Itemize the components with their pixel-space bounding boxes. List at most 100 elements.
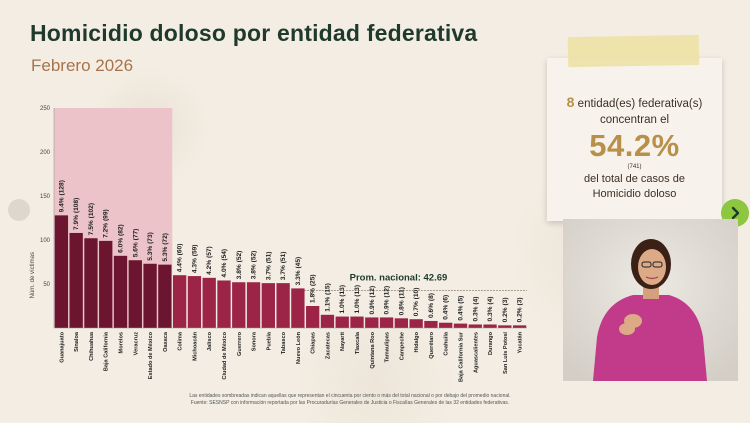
bar-value-label: 6.0% (82)	[118, 224, 125, 253]
category-label: Colima	[178, 331, 184, 351]
category-label: San Luis Potosí	[503, 332, 509, 374]
bar-value-label: 3.3% (45)	[295, 257, 302, 286]
bar-value-label: 4.0% (54)	[221, 249, 228, 278]
bar-value-label: 1.8% (25)	[310, 274, 317, 303]
interpreter-figure	[563, 219, 738, 381]
category-label: Zacatecas	[325, 332, 331, 359]
y-axis-label: Núm. de víctimas	[30, 252, 36, 298]
bar-value-label: 1.0% (13)	[339, 285, 346, 314]
bar-value-label: 0.3% (4)	[472, 297, 479, 322]
category-label: Chiapas	[311, 332, 317, 354]
y-tick-label: 200	[40, 150, 51, 156]
category-label: Guanajuato	[59, 331, 65, 362]
bar-value-label: 4.2% (57)	[206, 246, 213, 275]
bar	[246, 282, 261, 328]
bar	[335, 316, 349, 328]
category-label: Durango	[488, 331, 494, 355]
bar-value-label: 7.9% (108)	[73, 198, 80, 230]
average-label: Prom. nacional: 42.69	[350, 272, 448, 283]
bar-value-label: 9.4% (128)	[58, 180, 65, 212]
category-label: Tlaxcala	[355, 331, 361, 354]
bar-value-label: 4.3% (59)	[191, 244, 198, 273]
bar-value-label: 3.7% (51)	[280, 252, 287, 281]
page-title: Homicidio doloso por entidad federativa	[30, 20, 478, 46]
category-label: Hidalgo	[414, 331, 420, 352]
bar	[158, 264, 172, 328]
bar-value-label: 0.2% (3)	[517, 297, 524, 322]
bar	[69, 232, 83, 328]
bar-value-label: 7.2% (99)	[103, 209, 110, 238]
category-label: Quintana Roo	[370, 331, 376, 368]
category-label: Baja California	[104, 331, 110, 371]
bar-value-label: 5.3% (73)	[147, 232, 154, 261]
footnote-line-1: Las entidades sombreadas indican aquella…	[189, 393, 511, 399]
category-label: Guerrero	[237, 331, 243, 356]
category-label: Campeche	[399, 332, 405, 360]
bar	[202, 277, 216, 328]
bar	[320, 314, 335, 328]
sign-language-interpreter-video	[563, 219, 738, 381]
bar-value-label: 4.4% (60)	[177, 244, 184, 273]
bar-value-label: 0.7% (10)	[413, 288, 420, 317]
category-label: Baja California Sur	[458, 331, 464, 382]
category-label: Michoacán	[192, 331, 198, 360]
chevron-right-icon	[731, 206, 740, 220]
bar	[306, 306, 320, 328]
category-label: Querétaro	[429, 331, 435, 358]
bar	[276, 283, 290, 328]
bar-value-label: 1.0% (13)	[354, 285, 361, 314]
bar	[468, 324, 482, 328]
category-label: Yucatán	[518, 331, 524, 353]
bar	[350, 316, 364, 328]
category-label: Veracruz	[133, 332, 139, 356]
bar-value-label: 0.6% (8)	[428, 293, 435, 318]
summary-line-4: Homicidio doloso	[592, 188, 677, 200]
summary-line-1: 8 entidad(es) federativa(s)	[547, 94, 722, 110]
bar-value-label: 0.3% (4)	[487, 297, 494, 322]
bar	[394, 318, 409, 328]
bar	[453, 323, 468, 328]
bar	[84, 238, 98, 328]
summary-line-3: del total de casos de	[584, 173, 685, 185]
bar-value-label: 0.2% (3)	[502, 297, 509, 322]
bar-value-label: 5.6% (77)	[132, 229, 139, 258]
y-tick-label: 100	[40, 238, 51, 244]
category-label: Nuevo León	[296, 331, 302, 364]
category-label: Sonora	[252, 331, 258, 351]
bar	[128, 260, 142, 328]
bar	[379, 317, 394, 328]
y-tick-label: 250	[40, 106, 51, 112]
category-label: Puebla	[266, 331, 272, 350]
bar	[365, 317, 379, 328]
tape-decoration	[567, 34, 700, 68]
summary-cases: (741)	[627, 164, 642, 170]
bar	[291, 288, 305, 328]
page-subtitle: Febrero 2026	[31, 56, 134, 75]
summary-count: 8	[566, 94, 575, 110]
bar	[143, 263, 157, 328]
bar-value-label: 0.9% (12)	[369, 286, 376, 315]
category-label: Ciudad de México	[222, 331, 228, 379]
summary-card: 8 entidad(es) federativa(s) concentran e…	[547, 58, 722, 221]
category-label: Aguascalientes	[473, 332, 479, 373]
bar	[498, 325, 512, 328]
bar	[187, 276, 202, 328]
bar	[113, 255, 128, 328]
bar	[483, 324, 497, 328]
bar	[232, 282, 246, 328]
previous-slide-button[interactable]	[8, 199, 30, 221]
category-label: Chihuahua	[89, 331, 95, 361]
category-label: Oaxaca	[163, 331, 169, 352]
bar	[99, 240, 113, 328]
bar-value-label: 0.9% (12)	[384, 286, 391, 315]
category-label: Tabasco	[281, 331, 287, 354]
summary-percent: 54.2%	[589, 128, 680, 163]
bar-value-label: 3.8% (52)	[236, 251, 243, 280]
bar-chart: 50 100 150 200 250 Núm. de víctimas Prom. naci…	[30, 106, 527, 382]
bar-value-label: 5.3% (72)	[162, 233, 169, 262]
category-label: Jalisco	[207, 331, 213, 351]
bar	[261, 283, 275, 328]
bar-value-label: 7.5% (102)	[88, 203, 95, 235]
bar-value-label: 1.1% (15)	[324, 283, 331, 312]
bar-value-label: 0.8% (11)	[398, 287, 405, 315]
